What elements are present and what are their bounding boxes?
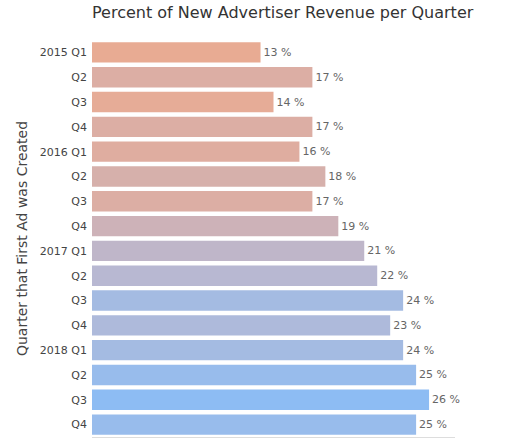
svg-text:2015 Q1: 2015 Q1 [40, 46, 87, 59]
svg-text:23 %: 23 % [393, 319, 421, 332]
svg-text:Percent of New Advertiser Reve: Percent of New Advertiser Revenue per Qu… [92, 3, 474, 22]
svg-text:Q4: Q4 [71, 220, 87, 233]
svg-text:24 %: 24 % [406, 344, 434, 357]
svg-text:2018 Q1: 2018 Q1 [40, 344, 87, 357]
svg-text:24 %: 24 % [406, 294, 434, 307]
svg-text:13 %: 13 % [264, 46, 292, 59]
svg-text:2017 Q1: 2017 Q1 [40, 245, 87, 258]
svg-text:Quarter that First Ad was Crea: Quarter that First Ad was Created [14, 121, 30, 356]
svg-text:25 %: 25 % [419, 368, 447, 381]
svg-text:Q3: Q3 [71, 195, 87, 208]
svg-text:21 %: 21 % [367, 244, 395, 257]
svg-text:Q3: Q3 [71, 294, 87, 307]
svg-text:Q2: Q2 [71, 170, 87, 183]
svg-text:14 %: 14 % [277, 96, 305, 109]
svg-text:26 %: 26 % [432, 393, 460, 406]
svg-text:Q3: Q3 [71, 394, 87, 407]
svg-text:17 %: 17 % [315, 71, 343, 84]
svg-text:Q2: Q2 [71, 71, 87, 84]
svg-text:25 %: 25 % [419, 418, 447, 431]
svg-text:Q4: Q4 [71, 121, 87, 134]
svg-text:17 %: 17 % [315, 120, 343, 133]
svg-text:Q2: Q2 [71, 369, 87, 382]
svg-text:19 %: 19 % [341, 220, 369, 233]
svg-text:Q2: Q2 [71, 270, 87, 283]
svg-text:22 %: 22 % [380, 269, 408, 282]
svg-text:2016 Q1: 2016 Q1 [40, 146, 87, 159]
svg-text:17 %: 17 % [315, 195, 343, 208]
svg-text:Q3: Q3 [71, 96, 87, 109]
svg-text:18 %: 18 % [328, 170, 356, 183]
svg-text:Q4: Q4 [71, 418, 87, 431]
svg-text:16 %: 16 % [302, 145, 330, 158]
svg-text:Q4: Q4 [71, 319, 87, 332]
